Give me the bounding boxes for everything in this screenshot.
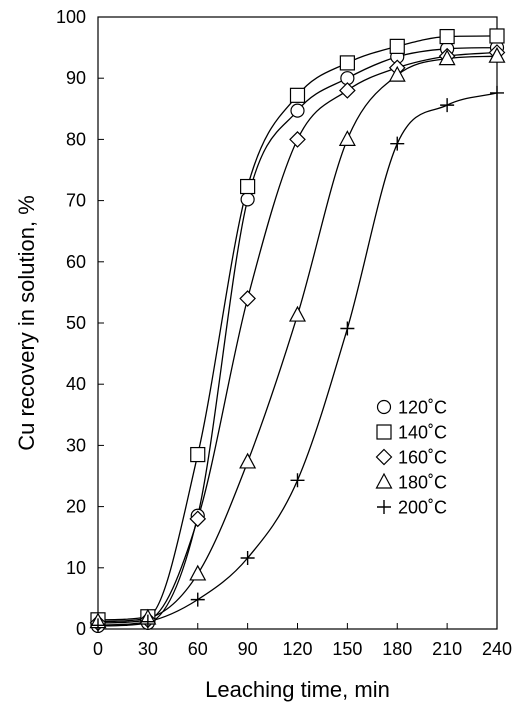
data-point-square — [439, 28, 455, 45]
data-point-diamond — [239, 290, 256, 307]
y-tick-label: 80 — [66, 129, 86, 149]
legend-label: 160˚C — [398, 448, 447, 468]
data-point-diamond — [339, 82, 356, 99]
legend-marker-triangle — [375, 472, 393, 489]
data-point-triangle — [338, 130, 356, 146]
legend-marker-diamond — [375, 448, 393, 466]
data-point-plus — [290, 473, 305, 488]
legend-label: 140˚C — [398, 423, 447, 443]
x-tick-label: 90 — [238, 639, 258, 659]
legend-marker-circle — [376, 399, 392, 415]
y-axis-title: Cu recovery in solution, % — [14, 195, 39, 451]
data-point-square — [489, 28, 505, 44]
data-point-square — [289, 87, 306, 103]
data-point-diamond — [289, 131, 306, 148]
legend-marker-plus — [377, 500, 391, 514]
x-tick-label: 60 — [188, 639, 208, 659]
x-tick-label: 240 — [482, 639, 512, 659]
y-tick-label: 0 — [76, 619, 86, 639]
data-point-triangle — [488, 46, 506, 63]
y-tick-label: 60 — [66, 252, 86, 272]
legend-label: 200˚C — [398, 498, 447, 518]
x-tick-label: 0 — [93, 639, 103, 659]
data-point-plus — [340, 321, 355, 336]
x-tick-label: 120 — [282, 639, 312, 659]
curves-layer — [97, 35, 498, 627]
markers-layer — [89, 28, 506, 634]
data-point-triangle — [288, 305, 307, 322]
data-point-square — [339, 55, 355, 71]
y-tick-label: 50 — [66, 313, 86, 333]
data-point-diamond — [189, 510, 207, 528]
series-line-0 — [97, 46, 498, 627]
data-point-square — [240, 178, 256, 195]
data-point-circle — [290, 103, 305, 118]
x-tick-label: 30 — [138, 639, 158, 659]
y-tick-label: 20 — [66, 497, 86, 517]
data-point-triangle — [438, 49, 456, 66]
y-tick-label: 30 — [66, 435, 86, 455]
series-line-4 — [97, 92, 498, 626]
legend-marker-square — [376, 424, 392, 440]
axes-layer: 0 30 60 90 120 150 180 210 240 0 10 20 30 40 50 60 70 80 9… — [56, 7, 512, 659]
x-tick-label: 150 — [332, 639, 362, 659]
data-point-triangle — [388, 65, 406, 82]
y-tick-label: 10 — [66, 558, 86, 578]
data-point-plus — [140, 614, 155, 629]
x-axis-title: Leaching time, min — [205, 677, 390, 702]
series-line-1 — [97, 35, 498, 621]
y-tick-label: 90 — [66, 68, 86, 88]
y-tick-label: 100 — [56, 7, 86, 27]
data-point-circle — [240, 192, 255, 207]
data-point-plus — [91, 618, 105, 633]
data-point-triangle — [189, 564, 207, 581]
series-line-2 — [97, 51, 498, 624]
data-point-plus — [440, 98, 455, 113]
y-tick-label: 40 — [66, 374, 86, 394]
data-point-plus — [490, 85, 504, 100]
legend: 120˚C 140˚C 160˚C 180˚C 200˚C — [375, 398, 447, 518]
data-point-square — [389, 38, 405, 54]
x-tick-label: 180 — [382, 639, 412, 659]
data-point-square — [190, 446, 206, 463]
data-point-plus — [240, 551, 255, 566]
data-point-plus — [190, 592, 205, 607]
y-tick-label: 70 — [66, 191, 86, 211]
legend-label: 120˚C — [398, 398, 447, 418]
data-point-plus — [390, 136, 405, 151]
data-point-triangle — [239, 452, 257, 469]
legend-label: 180˚C — [398, 473, 447, 493]
x-tick-label: 210 — [432, 639, 462, 659]
